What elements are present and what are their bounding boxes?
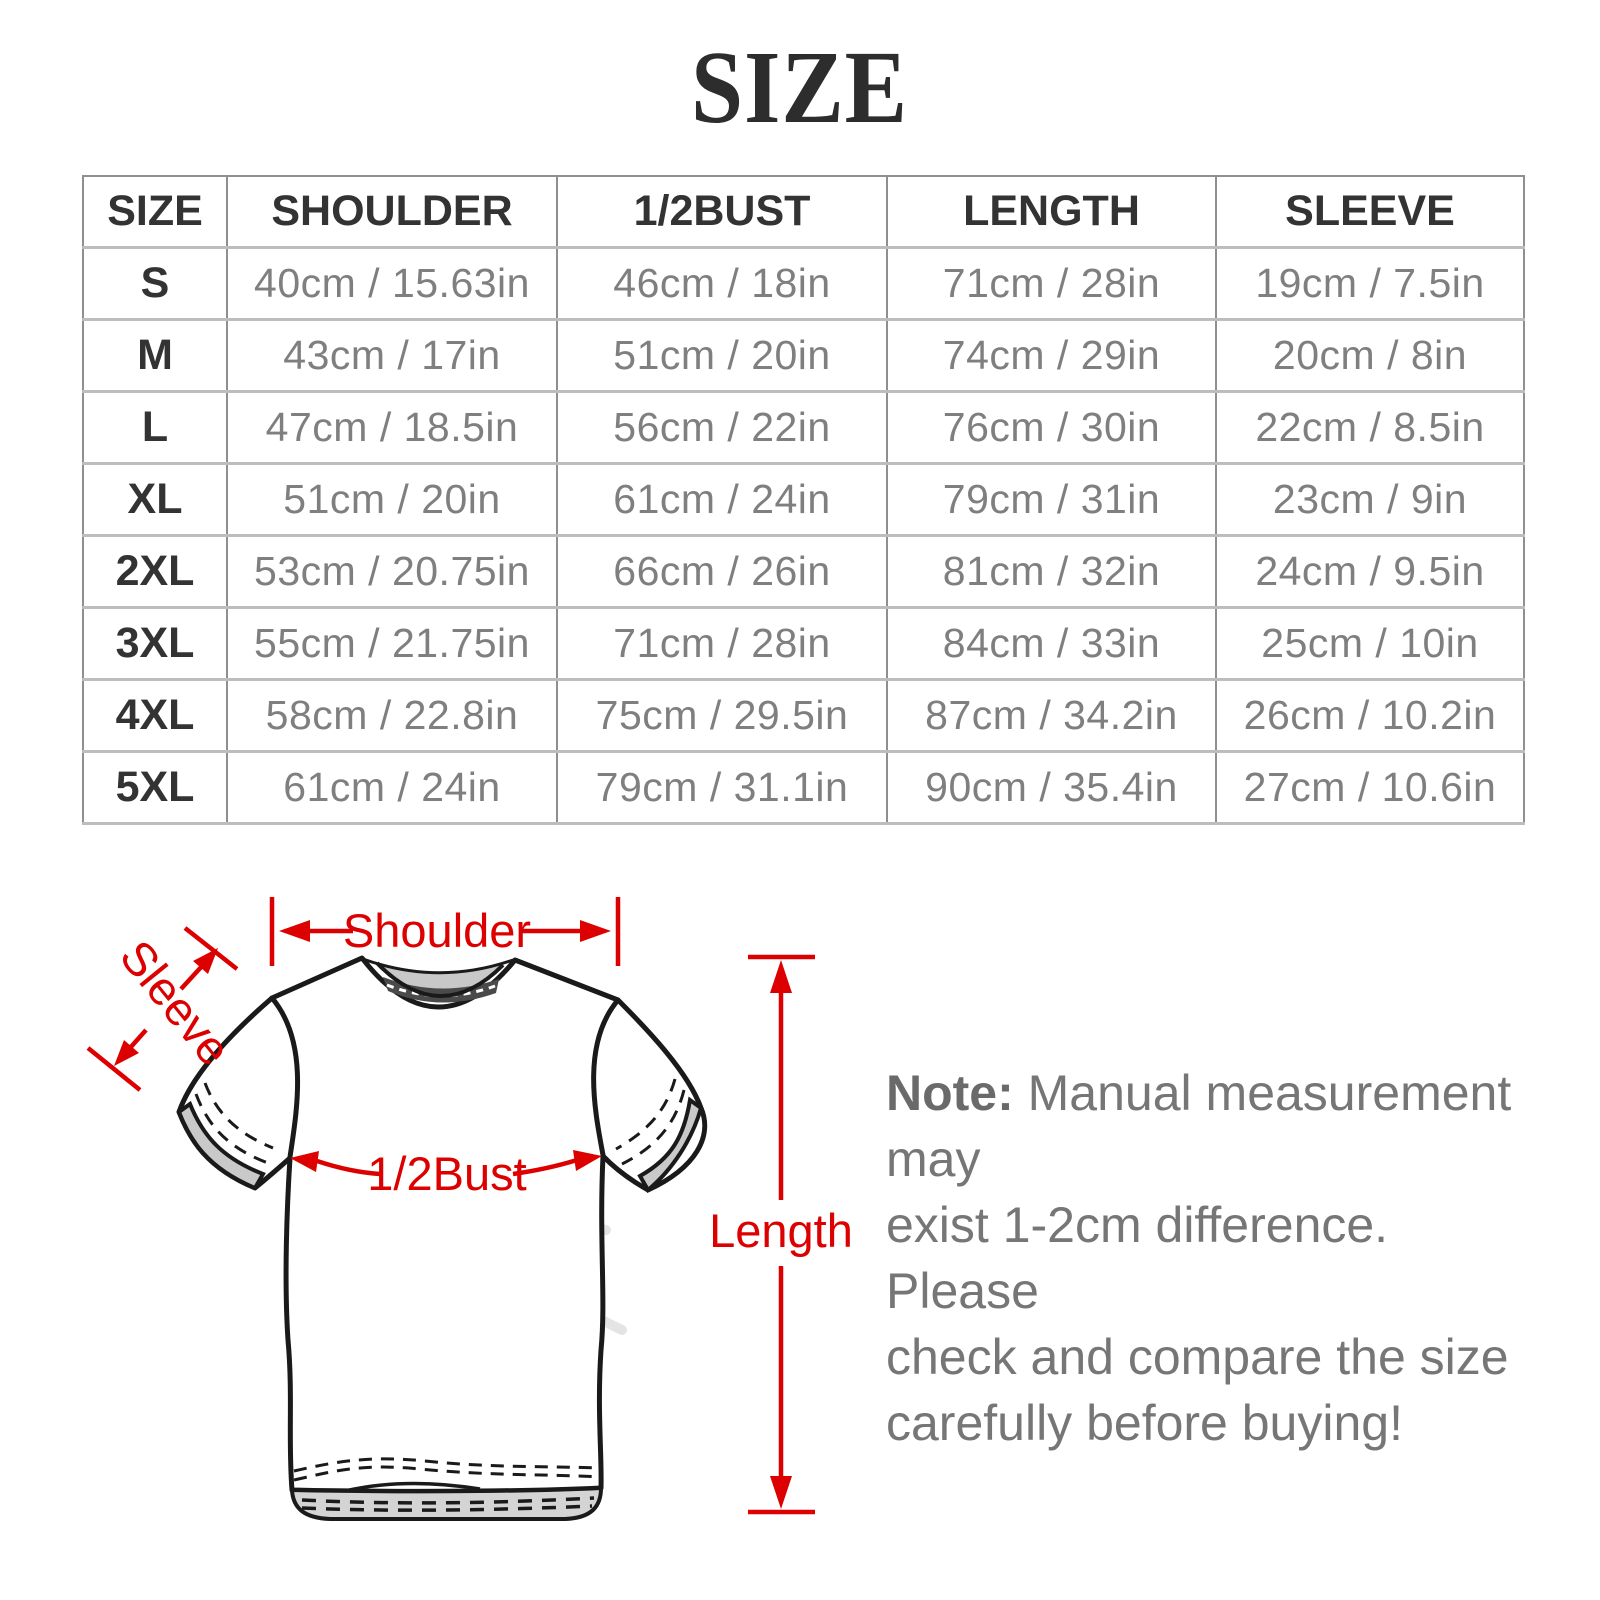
size-cell: 2XL <box>82 534 228 609</box>
table-row: S 40cm / 15.63in 46cm / 18in 71cm / 28in… <box>82 246 1525 321</box>
data-cell: 58cm / 22.8in <box>226 678 558 753</box>
size-cell: 5XL <box>82 750 228 825</box>
data-cell: 26cm / 10.2in <box>1215 678 1525 753</box>
table-row: M 43cm / 17in 51cm / 20in 74cm / 29in 20… <box>82 318 1525 393</box>
data-cell: 71cm / 28in <box>886 246 1217 321</box>
length-label: Length <box>709 1204 853 1257</box>
size-table: SIZE SHOULDER 1/2BUST LENGTH SLEEVE S 40… <box>82 175 1525 825</box>
size-cell: 3XL <box>82 606 228 681</box>
page-title-wrap: SIZE <box>0 30 1600 145</box>
sleeve-arrow <box>86 926 239 1092</box>
bust-label: 1/2Bust <box>367 1147 526 1200</box>
data-cell: 71cm / 28in <box>556 606 888 681</box>
data-cell: 23cm / 9in <box>1215 462 1525 537</box>
data-cell: 51cm / 20in <box>556 318 888 393</box>
data-cell: 87cm / 34.2in <box>886 678 1217 753</box>
table-row: 5XL 61cm / 24in 79cm / 31.1in 90cm / 35.… <box>82 750 1525 825</box>
data-cell: 24cm / 9.5in <box>1215 534 1525 609</box>
header-cell-shoulder: SHOULDER <box>226 175 558 249</box>
shoulder-arrow <box>269 897 621 966</box>
shoulder-label: Shoulder <box>343 904 531 957</box>
note-label: Note: <box>886 1065 1014 1121</box>
measurement-note: Note: Manual measurement may exist 1-2cm… <box>886 1060 1516 1456</box>
size-cell: XL <box>82 462 228 537</box>
data-cell: 66cm / 26in <box>556 534 888 609</box>
data-cell: 56cm / 22in <box>556 390 888 465</box>
data-cell: 90cm / 35.4in <box>886 750 1217 825</box>
size-cell: M <box>82 318 228 393</box>
data-cell: 19cm / 7.5in <box>1215 246 1525 321</box>
length-arrow <box>748 954 815 1515</box>
note-line: check and compare the size <box>886 1329 1509 1385</box>
data-cell: 79cm / 31.1in <box>556 750 888 825</box>
table-row: L 47cm / 18.5in 56cm / 22in 76cm / 30in … <box>82 390 1525 465</box>
header-cell-sleeve: SLEEVE <box>1215 175 1525 249</box>
data-cell: 81cm / 32in <box>886 534 1217 609</box>
data-cell: 40cm / 15.63in <box>226 246 558 321</box>
data-cell: 61cm / 24in <box>556 462 888 537</box>
data-cell: 25cm / 10in <box>1215 606 1525 681</box>
bust-arrow <box>290 1150 602 1177</box>
table-row: 2XL 53cm / 20.75in 66cm / 26in 81cm / 32… <box>82 534 1525 609</box>
data-cell: 51cm / 20in <box>226 462 558 537</box>
note-line: exist 1-2cm difference. Please <box>886 1197 1389 1319</box>
data-cell: 53cm / 20.75in <box>226 534 558 609</box>
data-cell: 84cm / 33in <box>886 606 1217 681</box>
note-line: Note: Manual measurement may <box>886 1065 1512 1187</box>
header-cell-size: SIZE <box>82 175 228 249</box>
size-cell: L <box>82 390 228 465</box>
header-cell-bust: 1/2BUST <box>556 175 888 249</box>
data-cell: 22cm / 8.5in <box>1215 390 1525 465</box>
table-row: 4XL 58cm / 22.8in 75cm / 29.5in 87cm / 3… <box>82 678 1525 753</box>
data-cell: 27cm / 10.6in <box>1215 750 1525 825</box>
data-cell: 79cm / 31in <box>886 462 1217 537</box>
data-cell: 55cm / 21.75in <box>226 606 558 681</box>
table-row: XL 51cm / 20in 61cm / 24in 79cm / 31in 2… <box>82 462 1525 537</box>
tshirt-collar <box>362 957 514 1003</box>
tshirt-outline <box>176 955 708 1494</box>
data-cell: 75cm / 29.5in <box>556 678 888 753</box>
data-cell: 61cm / 24in <box>226 750 558 825</box>
note-line: carefully before buying! <box>886 1395 1403 1451</box>
data-cell: 20cm / 8in <box>1215 318 1525 393</box>
data-cell: 47cm / 18.5in <box>226 390 558 465</box>
table-row: 3XL 55cm / 21.75in 71cm / 28in 84cm / 33… <box>82 606 1525 681</box>
size-cell: 4XL <box>82 678 228 753</box>
table-header-row: SIZE SHOULDER 1/2BUST LENGTH SLEEVE <box>82 175 1525 249</box>
data-cell: 43cm / 17in <box>226 318 558 393</box>
measurement-diagram: Shoulder Sleeve 1/2Bust Leng <box>86 897 853 1521</box>
data-cell: 74cm / 29in <box>886 318 1217 393</box>
page-title: SIZE <box>691 30 909 145</box>
tshirt-cuffs <box>176 1078 704 1194</box>
data-cell: 46cm / 18in <box>556 246 888 321</box>
tshirt-hem <box>289 1457 604 1521</box>
size-cell: S <box>82 246 228 321</box>
header-cell-length: LENGTH <box>886 175 1217 249</box>
data-cell: 76cm / 30in <box>886 390 1217 465</box>
